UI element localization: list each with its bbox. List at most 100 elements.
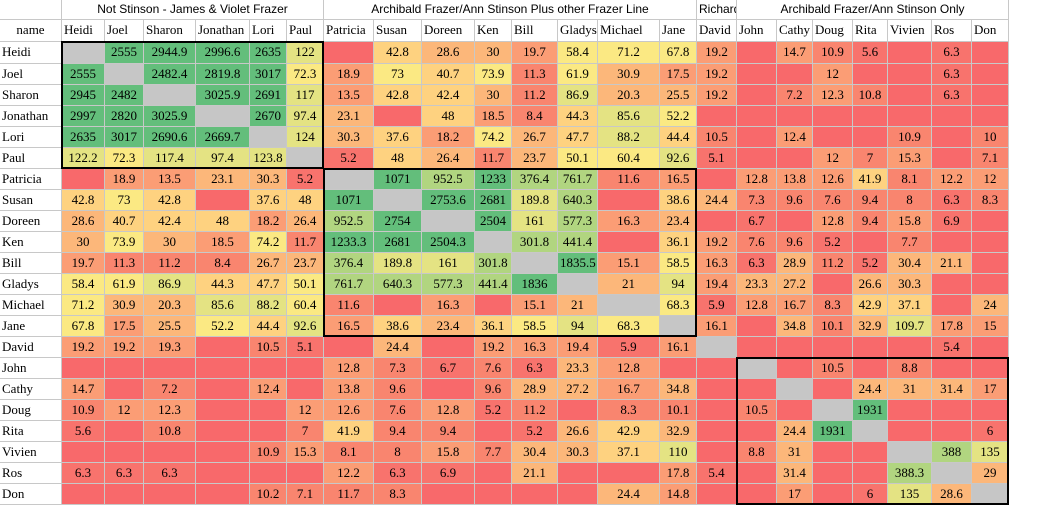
data-cell[interactable]: 42.8 — [144, 190, 196, 211]
data-cell[interactable]: 2996.6 — [196, 42, 250, 64]
data-cell[interactable]: 61.9 — [558, 64, 598, 85]
row-header[interactable]: Bill — [0, 253, 62, 274]
column-header[interactable]: Michael — [598, 20, 660, 42]
data-cell[interactable] — [422, 379, 475, 400]
data-cell[interactable] — [813, 274, 853, 295]
data-cell[interactable]: 11.7 — [324, 484, 374, 505]
data-cell[interactable]: 20.3 — [598, 85, 660, 106]
column-header[interactable]: Patricia — [324, 20, 374, 42]
row-header[interactable]: Cathy — [0, 379, 62, 400]
data-cell[interactable]: 19.7 — [512, 42, 558, 64]
data-cell[interactable] — [972, 64, 1009, 85]
row-header[interactable]: David — [0, 337, 62, 358]
data-cell[interactable]: 6 — [853, 484, 888, 505]
data-cell[interactable] — [932, 232, 972, 253]
data-cell[interactable]: 2753.6 — [422, 190, 475, 211]
data-cell[interactable]: 1931 — [813, 421, 853, 442]
data-cell[interactable]: 3017 — [250, 64, 287, 85]
data-cell[interactable]: 12.6 — [813, 169, 853, 190]
data-cell[interactable]: 11.3 — [512, 64, 558, 85]
data-cell[interactable]: 9.4 — [853, 211, 888, 232]
data-cell[interactable]: 44.3 — [558, 106, 598, 127]
data-cell[interactable]: 12.8 — [422, 400, 475, 421]
data-cell[interactable]: 6.3 — [932, 190, 972, 211]
data-cell[interactable] — [660, 316, 697, 337]
data-cell[interactable]: 8.8 — [737, 442, 777, 463]
data-cell[interactable]: 19.4 — [558, 337, 598, 358]
data-cell[interactable]: 30 — [475, 42, 512, 64]
data-cell[interactable]: 68.3 — [660, 295, 697, 316]
data-cell[interactable]: 97.4 — [196, 148, 250, 169]
data-cell[interactable]: 12.8 — [737, 169, 777, 190]
data-cell[interactable] — [374, 190, 422, 211]
data-cell[interactable]: 577.3 — [422, 274, 475, 295]
data-cell[interactable]: 12.3 — [144, 400, 196, 421]
data-cell[interactable] — [196, 442, 250, 463]
data-cell[interactable]: 5.2 — [475, 400, 512, 421]
data-cell[interactable]: 26.6 — [853, 274, 888, 295]
data-cell[interactable]: 761.7 — [558, 169, 598, 190]
data-cell[interactable]: 42.4 — [422, 85, 475, 106]
data-cell[interactable]: 19.2 — [697, 232, 737, 253]
data-cell[interactable]: 10.5 — [250, 337, 287, 358]
data-cell[interactable] — [558, 484, 598, 505]
data-cell[interactable]: 5.1 — [287, 337, 324, 358]
data-cell[interactable] — [853, 64, 888, 85]
data-cell[interactable]: 23.1 — [324, 106, 374, 127]
column-header[interactable]: Lori — [250, 20, 287, 42]
row-header[interactable]: Doug — [0, 400, 62, 421]
data-cell[interactable]: 12.8 — [324, 358, 374, 379]
data-cell[interactable]: 6.7 — [737, 211, 777, 232]
data-cell[interactable]: 7.1 — [287, 484, 324, 505]
data-cell[interactable]: 2555 — [105, 42, 144, 64]
data-cell[interactable]: 3025.9 — [144, 106, 196, 127]
data-cell[interactable]: 48 — [374, 148, 422, 169]
data-cell[interactable]: 50.1 — [287, 274, 324, 295]
data-cell[interactable]: 24.4 — [374, 337, 422, 358]
data-cell[interactable]: 44.4 — [250, 316, 287, 337]
group-header[interactable]: Not Stinson - James & Violet Frazer — [62, 0, 324, 20]
data-cell[interactable] — [932, 400, 972, 421]
data-cell[interactable] — [737, 127, 777, 148]
data-cell[interactable]: 71.2 — [598, 42, 660, 64]
data-cell[interactable]: 42.8 — [62, 190, 105, 211]
data-cell[interactable]: 2945 — [62, 85, 105, 106]
data-cell[interactable]: 12.6 — [324, 400, 374, 421]
data-cell[interactable]: 10.9 — [888, 127, 932, 148]
data-cell[interactable]: 2997 — [62, 106, 105, 127]
data-cell[interactable]: 60.4 — [598, 148, 660, 169]
data-cell[interactable] — [105, 379, 144, 400]
data-cell[interactable]: 37.1 — [888, 295, 932, 316]
data-cell[interactable]: 11.7 — [287, 232, 324, 253]
data-cell[interactable] — [105, 64, 144, 85]
data-cell[interactable]: 31.4 — [932, 379, 972, 400]
data-cell[interactable]: 5.2 — [813, 232, 853, 253]
data-cell[interactable] — [697, 442, 737, 463]
data-cell[interactable]: 3025.9 — [196, 85, 250, 106]
data-cell[interactable]: 30 — [475, 85, 512, 106]
data-cell[interactable]: 30.9 — [598, 64, 660, 85]
data-cell[interactable]: 38.6 — [374, 316, 422, 337]
data-cell[interactable]: 9.4 — [422, 421, 475, 442]
row-header[interactable]: Michael — [0, 295, 62, 316]
column-header[interactable]: Don — [972, 20, 1009, 42]
data-cell[interactable]: 74.2 — [475, 127, 512, 148]
column-header[interactable]: Jane — [660, 20, 697, 42]
data-cell[interactable] — [972, 484, 1009, 505]
data-cell[interactable]: 12.4 — [777, 127, 813, 148]
data-cell[interactable]: 10.9 — [62, 400, 105, 421]
data-cell[interactable]: 2482 — [105, 85, 144, 106]
data-cell[interactable]: 6.9 — [422, 463, 475, 484]
data-cell[interactable]: 19.3 — [144, 337, 196, 358]
data-cell[interactable] — [697, 400, 737, 421]
data-cell[interactable] — [932, 106, 972, 127]
data-cell[interactable] — [697, 484, 737, 505]
data-cell[interactable] — [144, 442, 196, 463]
data-cell[interactable] — [196, 106, 250, 127]
data-cell[interactable] — [888, 106, 932, 127]
data-cell[interactable]: 9.6 — [777, 190, 813, 211]
data-cell[interactable] — [660, 358, 697, 379]
data-cell[interactable] — [62, 42, 105, 64]
row-header[interactable]: Paul — [0, 148, 62, 169]
data-cell[interactable] — [512, 253, 558, 274]
